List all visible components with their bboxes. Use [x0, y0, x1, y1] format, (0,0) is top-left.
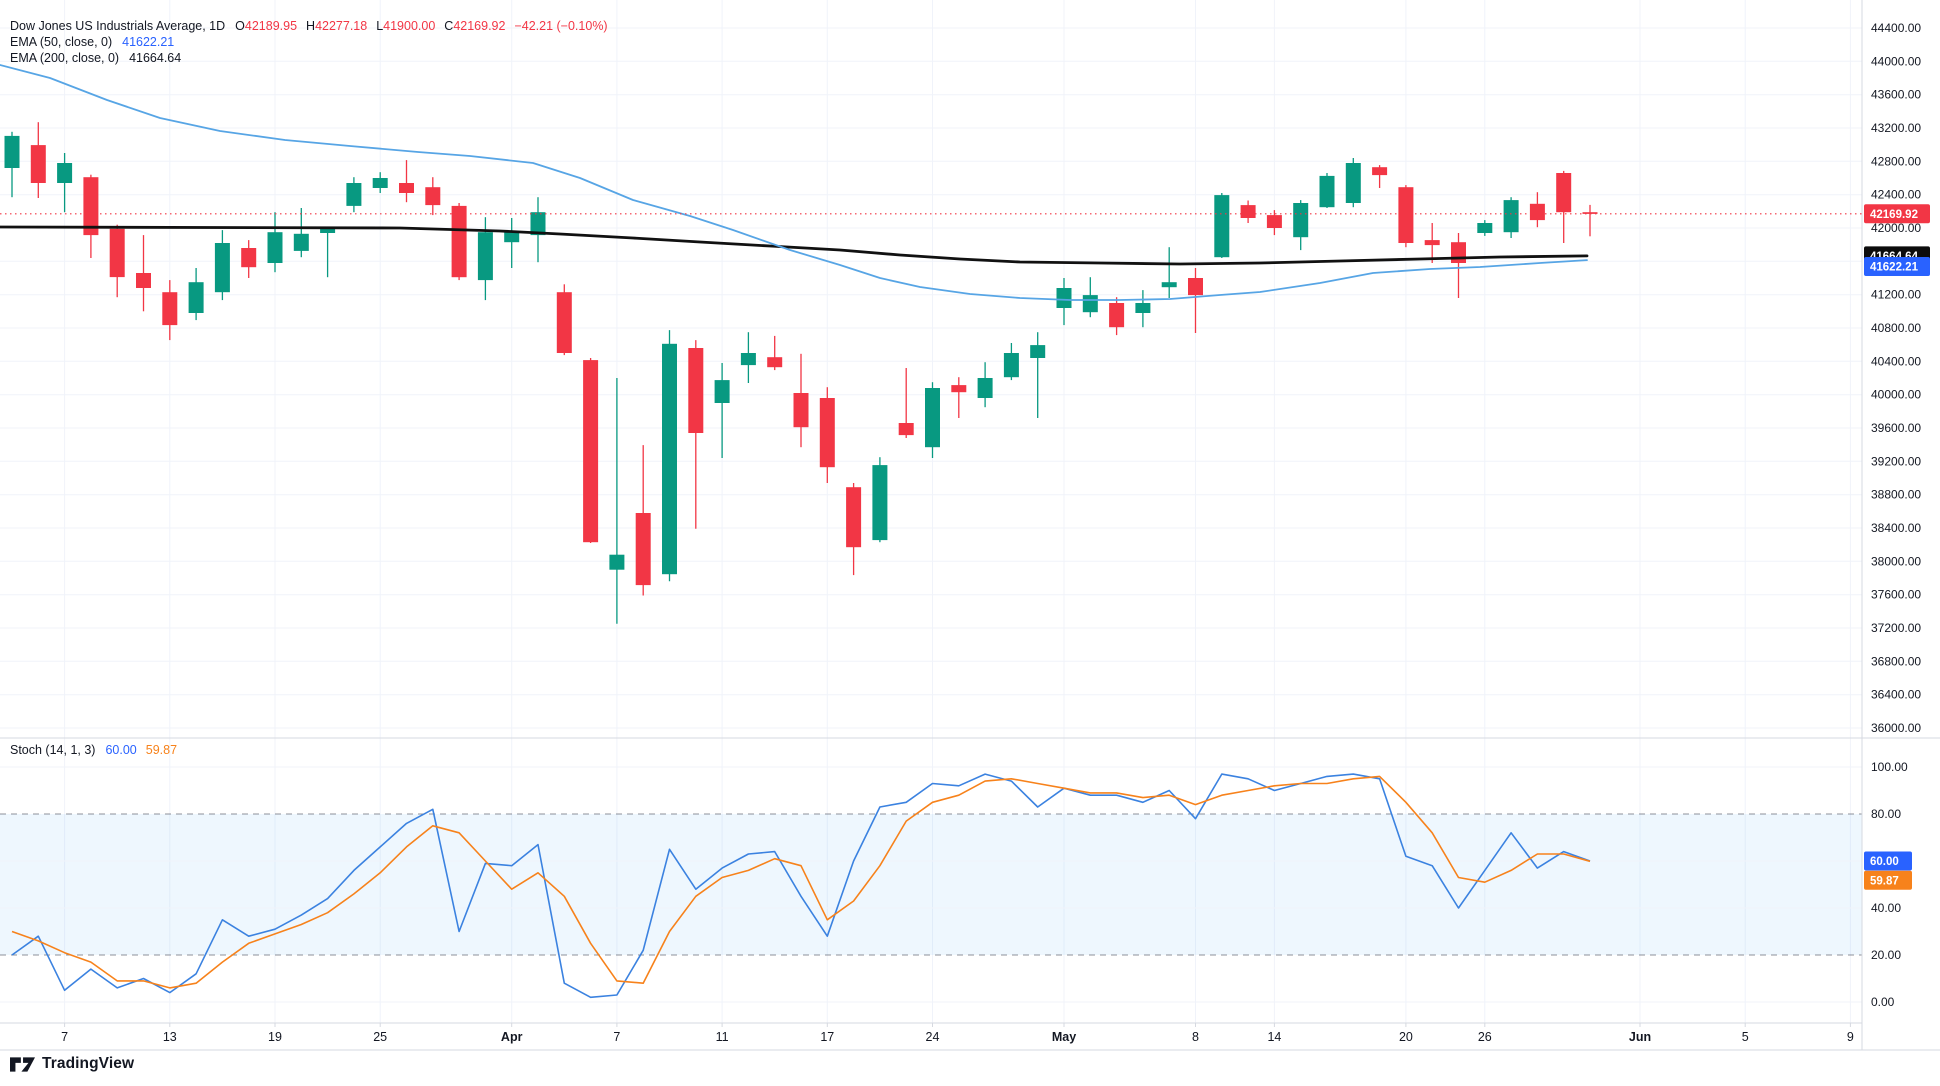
- high-field: H42277.18: [306, 19, 368, 33]
- stoch-axis[interactable]: 100.00 80.00 40.00 20.00 0.00: [1871, 760, 1908, 1009]
- ema50-label[interactable]: EMA (50, close, 0): [10, 35, 113, 49]
- change-value: −42.21 (−0.10%): [514, 19, 608, 33]
- svg-text:38400.00: 38400.00: [1871, 521, 1921, 535]
- svg-text:19: 19: [268, 1030, 282, 1044]
- svg-text:37600.00: 37600.00: [1871, 588, 1921, 602]
- svg-text:38800.00: 38800.00: [1871, 488, 1921, 502]
- stoch-k-value: 60.00: [105, 743, 137, 757]
- svg-text:7: 7: [613, 1030, 620, 1044]
- svg-text:42800.00: 42800.00: [1871, 154, 1921, 168]
- svg-text:43600.00: 43600.00: [1871, 88, 1921, 102]
- svg-text:42000.00: 42000.00: [1871, 221, 1921, 235]
- price-axis[interactable]: 44400.00 44000.00 43600.00 43200.00 42800.00…: [1871, 21, 1921, 735]
- svg-text:38000.00: 38000.00: [1871, 554, 1921, 568]
- svg-text:May: May: [1052, 1030, 1076, 1044]
- close-field: C42169.92: [444, 19, 506, 33]
- svg-text:7: 7: [61, 1030, 68, 1044]
- symbol-title[interactable]: Dow Jones US Industrials Average, 1D: [10, 19, 226, 33]
- tradingview-logo-icon[interactable]: [10, 1056, 35, 1072]
- svg-text:40.00: 40.00: [1871, 901, 1901, 915]
- svg-text:11: 11: [716, 1030, 729, 1044]
- footer: TradingView: [10, 1055, 134, 1073]
- candles: [4, 122, 1598, 624]
- svg-text:42169.92: 42169.92: [1870, 209, 1918, 221]
- panel-borders: [0, 0, 1940, 1051]
- ema50-value: 41622.21: [122, 35, 175, 49]
- svg-text:36400.00: 36400.00: [1871, 688, 1921, 702]
- ema50-row: EMA (50, close, 0) 41622.21: [10, 34, 617, 50]
- svg-text:9: 9: [1847, 1030, 1854, 1044]
- svg-text:25: 25: [373, 1030, 387, 1044]
- svg-text:80.00: 80.00: [1871, 807, 1901, 821]
- svg-text:0.00: 0.00: [1871, 995, 1895, 1009]
- ema200-label[interactable]: EMA (200, close, 0): [10, 51, 120, 65]
- price-badge: 42169.92: [1864, 204, 1930, 224]
- svg-text:100.00: 100.00: [1871, 760, 1908, 774]
- svg-text:13: 13: [163, 1030, 177, 1044]
- svg-text:44400.00: 44400.00: [1871, 21, 1921, 35]
- svg-text:40400.00: 40400.00: [1871, 354, 1921, 368]
- ema200-value: 41664.64: [129, 51, 182, 65]
- svg-text:17: 17: [820, 1030, 834, 1044]
- svg-text:37200.00: 37200.00: [1871, 621, 1921, 635]
- svg-text:20.00: 20.00: [1871, 948, 1901, 962]
- svg-text:44000.00: 44000.00: [1871, 54, 1921, 68]
- svg-text:26: 26: [1478, 1030, 1492, 1044]
- price-legend: Dow Jones US Industrials Average, 1D O42…: [10, 18, 617, 66]
- stoch-legend: Stoch (14, 1, 3) 60.00 59.87: [10, 742, 186, 758]
- svg-text:42400.00: 42400.00: [1871, 188, 1921, 202]
- tradingview-logo-text[interactable]: TradingView: [42, 1055, 135, 1072]
- ema200-row: EMA (200, close, 0) 41664.64: [10, 50, 617, 66]
- svg-text:36800.00: 36800.00: [1871, 654, 1921, 668]
- svg-text:Apr: Apr: [501, 1030, 523, 1044]
- svg-text:40800.00: 40800.00: [1871, 321, 1921, 335]
- stoch-d-value: 59.87: [145, 743, 178, 757]
- stoch-band: [0, 766, 1862, 1003]
- svg-text:5: 5: [1742, 1030, 1749, 1044]
- svg-text:20: 20: [1399, 1030, 1413, 1044]
- svg-text:41622.21: 41622.21: [1870, 262, 1919, 274]
- svg-text:Jun: Jun: [1629, 1030, 1651, 1044]
- svg-text:36000.00: 36000.00: [1871, 721, 1921, 735]
- symbol-row: Dow Jones US Industrials Average, 1D O42…: [10, 18, 617, 34]
- svg-text:40000.00: 40000.00: [1871, 388, 1921, 402]
- svg-text:14: 14: [1267, 1030, 1281, 1044]
- stoch-k-line: [11, 773, 1591, 999]
- svg-text:39200.00: 39200.00: [1871, 454, 1921, 468]
- price-gridlines: [0, 27, 1862, 729]
- svg-text:39600.00: 39600.00: [1871, 421, 1921, 435]
- svg-text:41200.00: 41200.00: [1871, 288, 1921, 302]
- stoch-d-badge: 59.87: [1864, 870, 1912, 890]
- svg-text:60.00: 60.00: [1870, 856, 1899, 868]
- stoch-row: Stoch (14, 1, 3) 60.00 59.87: [10, 742, 186, 758]
- ema-200-line: [0, 225, 1589, 266]
- svg-text:43200.00: 43200.00: [1871, 121, 1921, 135]
- stoch-label[interactable]: Stoch (14, 1, 3): [10, 743, 96, 757]
- svg-text:8: 8: [1192, 1030, 1199, 1044]
- low-field: L41900.00: [376, 19, 436, 33]
- time-axis[interactable]: 7 13 19 25 Apr 7 11 17 24 May 8 14 20 26 Jun 5 9: [61, 1023, 1854, 1044]
- svg-text:59.87: 59.87: [1870, 875, 1899, 887]
- open-field: O42189.95: [235, 19, 298, 33]
- ema-50-line: [0, 64, 1588, 301]
- ema50-badge: 41622.21: [1864, 257, 1930, 276]
- svg-text:24: 24: [926, 1030, 940, 1044]
- stoch-k-badge: 60.00: [1864, 851, 1912, 871]
- stoch-d-line: [11, 775, 1591, 989]
